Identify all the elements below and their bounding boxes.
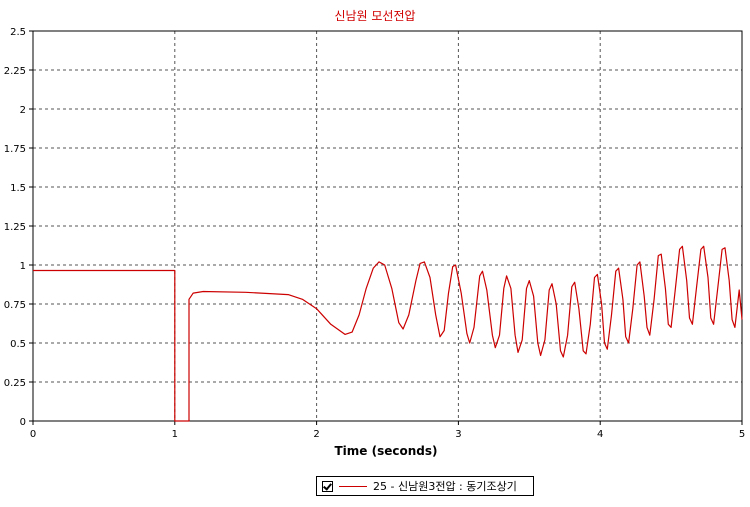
grid: [33, 31, 742, 421]
y-tick-label: 0.5: [10, 339, 26, 350]
x-axis-label: Time (seconds): [334, 444, 437, 458]
legend-line-swatch: [339, 485, 367, 487]
legend-checkbox[interactable]: [322, 480, 333, 492]
x-tick-label: 4: [597, 429, 603, 440]
x-tick-label: 5: [739, 429, 745, 440]
legend-label: 25 - 신남원3전압 : 동기조상기: [373, 480, 517, 493]
series-line-0: [33, 245, 743, 422]
y-tick-label: 1.75: [4, 144, 26, 155]
x-tick-label: 1: [172, 429, 178, 440]
y-tick-label: 0.75: [4, 300, 26, 311]
chart: 신남원 모선전압 0 0.25 0.5 0.75 1 1.25 1.5 1.75 2 2.25 2.…: [4, 9, 745, 458]
y-axis: 0 0.25 0.5 0.75 1 1.25 1.5 1.75 2 2.25 2.5: [4, 27, 33, 428]
y-tick-label: 0: [20, 417, 26, 428]
chart-title: 신남원 모선전압: [334, 9, 415, 23]
series-group: [33, 245, 743, 422]
x-tick-label: 2: [313, 429, 319, 440]
y-tick-label: 2: [20, 105, 26, 116]
legend: 25 - 신남원3전압 : 동기조상기: [316, 476, 534, 496]
y-tick-label: 1.25: [4, 222, 26, 233]
y-tick-label: 2.5: [10, 27, 26, 38]
y-tick-label: 1: [20, 261, 26, 272]
y-tick-label: 1.5: [10, 183, 26, 194]
x-tick-label: 3: [455, 429, 461, 440]
x-tick-label: 0: [30, 429, 36, 440]
y-tick-label: 0.25: [4, 378, 26, 389]
x-axis: 0 1 2 3 4 5: [30, 421, 745, 440]
y-tick-label: 2.25: [4, 66, 26, 77]
